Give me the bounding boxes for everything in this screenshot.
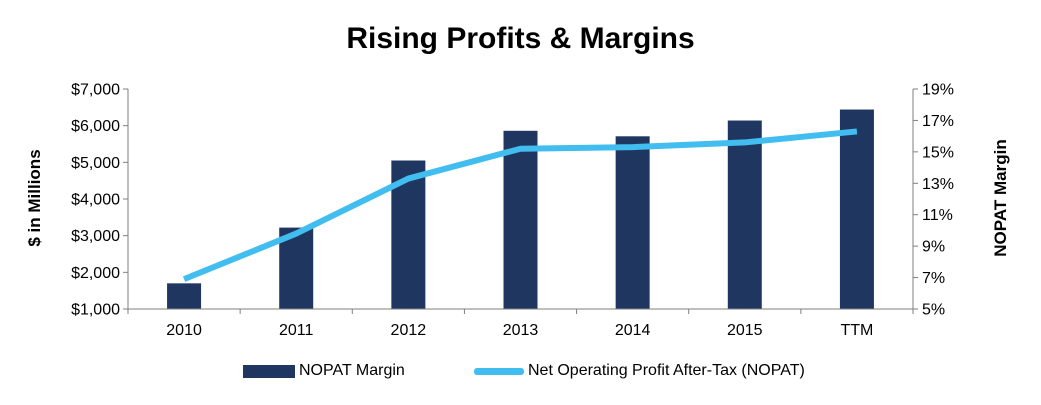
y-right-tick-label: 9% [922,239,945,256]
legend-label-bar: NOPAT Margin [299,362,405,379]
y-right-tick-label: 17% [922,113,954,130]
y-right-tick-label: 19% [922,82,954,99]
y-right-tick-label: 7% [922,270,945,287]
legend-swatch-bar [243,364,295,378]
x-tick-label: 2015 [727,322,763,339]
legend-label-line: Net Operating Profit After-Tax (NOPAT) [528,362,805,379]
y-left-tick-label: $2,000 [71,265,120,282]
y-right-tick-label: 5% [922,302,945,319]
y-left-tick-label: $1,000 [71,302,120,319]
legend-item-bar: NOPAT Margin [243,362,405,380]
y-left-axis-title: $ in Millions [25,149,44,246]
y-right-axis-title: NOPAT Margin [991,139,1010,256]
y-left-tick-label: $4,000 [71,192,120,209]
y-left-tick-label: $6,000 [71,118,120,135]
y-left-tick-label: $5,000 [71,155,120,172]
bar-2013 [503,130,538,309]
legend-swatch-line [474,367,524,375]
line-layer [182,128,858,282]
bar-2015 [727,120,762,310]
chart-title: Rising Profits & Margins [346,22,695,55]
bar-2010 [167,283,202,309]
y-right-tick-label: 13% [922,176,954,193]
x-tick-label: TTM [840,322,873,339]
axes-layer: $1,000 $2,000 $3,000 $4,000 $5,000 $6,000 $7,0… [71,82,954,340]
y-right-tick-label: 15% [922,144,954,161]
x-tick-label: 2010 [166,322,202,339]
x-tick-label: 2013 [503,322,539,339]
bar-2014 [615,136,650,309]
y-left-tick-label: $3,000 [71,228,120,245]
y-left-tick-label: $7,000 [71,82,120,99]
legend-item-line: Net Operating Profit After-Tax (NOPAT) [474,362,805,380]
x-tick-label: 2011 [279,322,314,339]
x-tick-label: 2012 [391,322,427,339]
bars-layer [167,109,874,310]
bar-ttm [839,109,874,310]
y-right-tick-label: 11% [922,207,953,224]
x-tick-label: 2014 [615,322,651,339]
legend: NOPAT Margin Net Operating Profit After-… [0,362,1041,386]
